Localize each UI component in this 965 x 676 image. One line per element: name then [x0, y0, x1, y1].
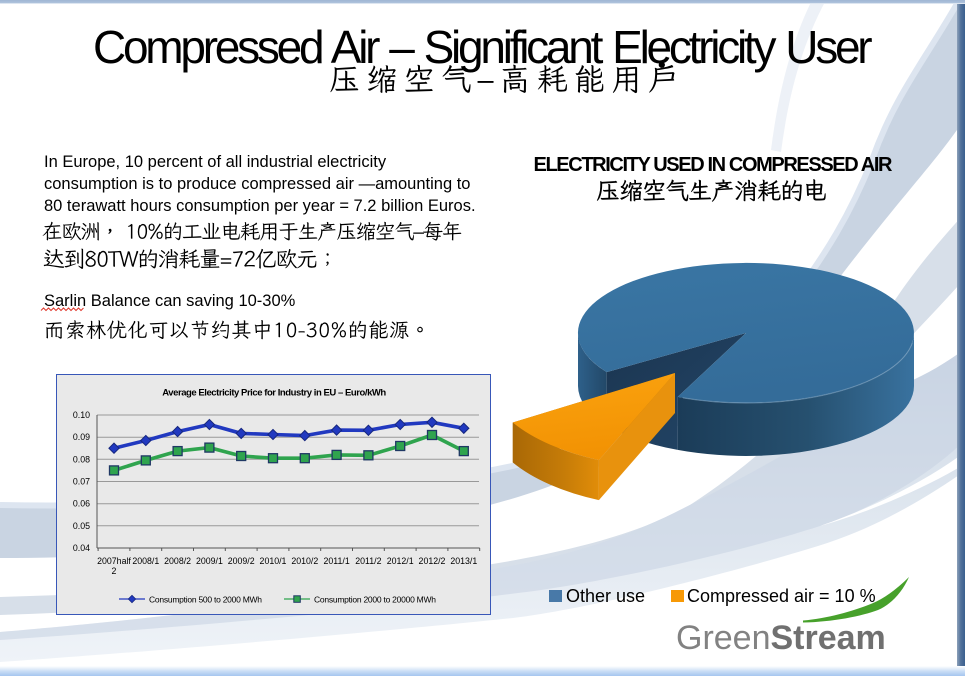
svg-text:2013/1: 2013/1 [450, 556, 477, 566]
svg-text:0.08: 0.08 [73, 454, 90, 464]
svg-text:2012/1: 2012/1 [387, 556, 414, 566]
svg-text:0.09: 0.09 [73, 432, 90, 442]
svg-text:2012/2: 2012/2 [419, 556, 446, 566]
svg-text:0.04: 0.04 [73, 543, 90, 553]
svg-text:2: 2 [112, 566, 117, 576]
svg-text:2008/1: 2008/1 [132, 556, 159, 566]
svg-text:0.10: 0.10 [73, 410, 90, 420]
svg-text:2010/1: 2010/1 [260, 556, 287, 566]
svg-text:2010/2: 2010/2 [291, 556, 318, 566]
svg-text:Consumption 2000 to 20000 MWh: Consumption 2000 to 20000 MWh [314, 595, 436, 605]
svg-text:2011/2: 2011/2 [355, 556, 381, 566]
svg-text:Average Electricity Price for: Average Electricity Price for Industry i… [162, 387, 386, 398]
svg-text:0.07: 0.07 [73, 477, 90, 487]
svg-text:0.05: 0.05 [73, 521, 90, 531]
svg-text:2009/2: 2009/2 [228, 556, 255, 566]
svg-text:2011/1: 2011/1 [323, 556, 349, 566]
svg-text:2009/1: 2009/1 [196, 556, 223, 566]
svg-text:Consumption 500 to 2000 MWh: Consumption 500 to 2000 MWh [149, 595, 262, 605]
svg-text:0.06: 0.06 [73, 499, 90, 509]
svg-text:2007half: 2007half [97, 556, 131, 566]
svg-text:2008/2: 2008/2 [164, 556, 191, 566]
